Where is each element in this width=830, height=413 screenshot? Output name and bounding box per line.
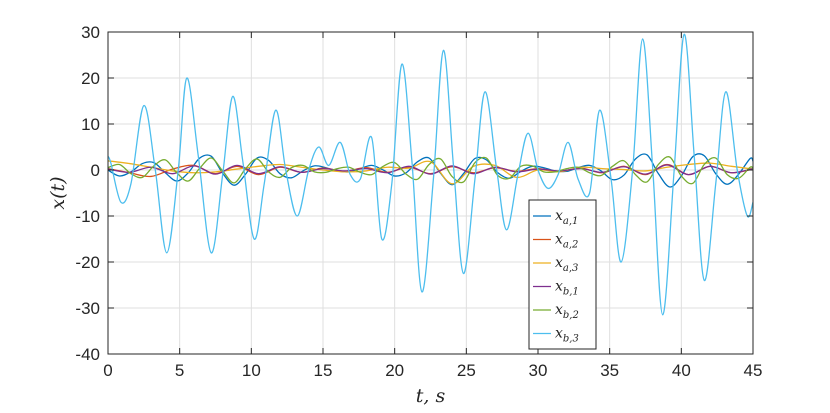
legend: xa,1xa,2xa,3xb,1xb,2xb,3 — [528, 199, 597, 350]
legend-entry-base: x — [555, 279, 563, 295]
series-line-b-3 — [108, 33, 753, 316]
series-line-b-1 — [108, 164, 753, 176]
plot-frame — [107, 31, 754, 355]
x-tick-label: 10 — [242, 361, 261, 380]
axis-ticks: 0 5 10 15 20 25 30 35 40 45 -40 -30 -20 -10 0 10 20 30 — [75, 23, 762, 380]
x-tick-label: 15 — [314, 361, 333, 380]
y-tick-label: -30 — [75, 299, 100, 318]
plot-area — [108, 32, 753, 354]
legend-box — [528, 199, 597, 350]
x-tick-label: 25 — [457, 361, 476, 380]
legend-entry-base: x — [555, 232, 563, 248]
legend-entry-base: x — [555, 255, 563, 271]
x-tick-label: 30 — [529, 361, 548, 380]
legend-entry: xb,2 — [555, 302, 579, 321]
legend-entry-subscript: b,2 — [563, 310, 579, 321]
legend-entry-subscript: a,1 — [563, 216, 579, 227]
legend-entry: xb,3 — [555, 326, 579, 345]
legend-entry: xa,1 — [555, 208, 578, 227]
legend-entry: xa,2 — [555, 232, 578, 251]
y-tick-label: 10 — [81, 115, 100, 134]
legend-entry: xb,1 — [555, 279, 579, 298]
legend-entry-base: x — [555, 326, 563, 342]
legend-entry-subscript: b,1 — [563, 287, 579, 298]
legend-entry-base: x — [555, 208, 563, 224]
x-tick-label: 45 — [744, 361, 763, 380]
legend-entry-subscript: a,2 — [563, 240, 579, 251]
series-line-a-3 — [108, 160, 753, 185]
legend-entry-subscript: b,3 — [563, 334, 579, 345]
x-tick-label: 20 — [385, 361, 404, 380]
y-tick-label: -10 — [75, 207, 100, 226]
legend-entry-subscript: a,3 — [563, 263, 579, 274]
y-tick-label: 20 — [81, 69, 100, 88]
y-axis-label: x(t) — [47, 176, 69, 209]
legend-entry-base: x — [555, 302, 563, 318]
y-tick-label: -20 — [75, 253, 100, 272]
x-tick-label: 0 — [103, 361, 112, 380]
x-tick-label: 40 — [672, 361, 691, 380]
legend-entry: xa,3 — [555, 255, 578, 274]
x-tick-label: 5 — [175, 361, 184, 380]
x-tick-label: 35 — [600, 361, 619, 380]
y-tick-label: -40 — [75, 345, 100, 364]
x-axis-label: t, s — [416, 385, 446, 407]
series-group — [108, 33, 753, 316]
y-tick-label: 0 — [91, 161, 100, 180]
y-tick-label: 30 — [81, 23, 100, 42]
